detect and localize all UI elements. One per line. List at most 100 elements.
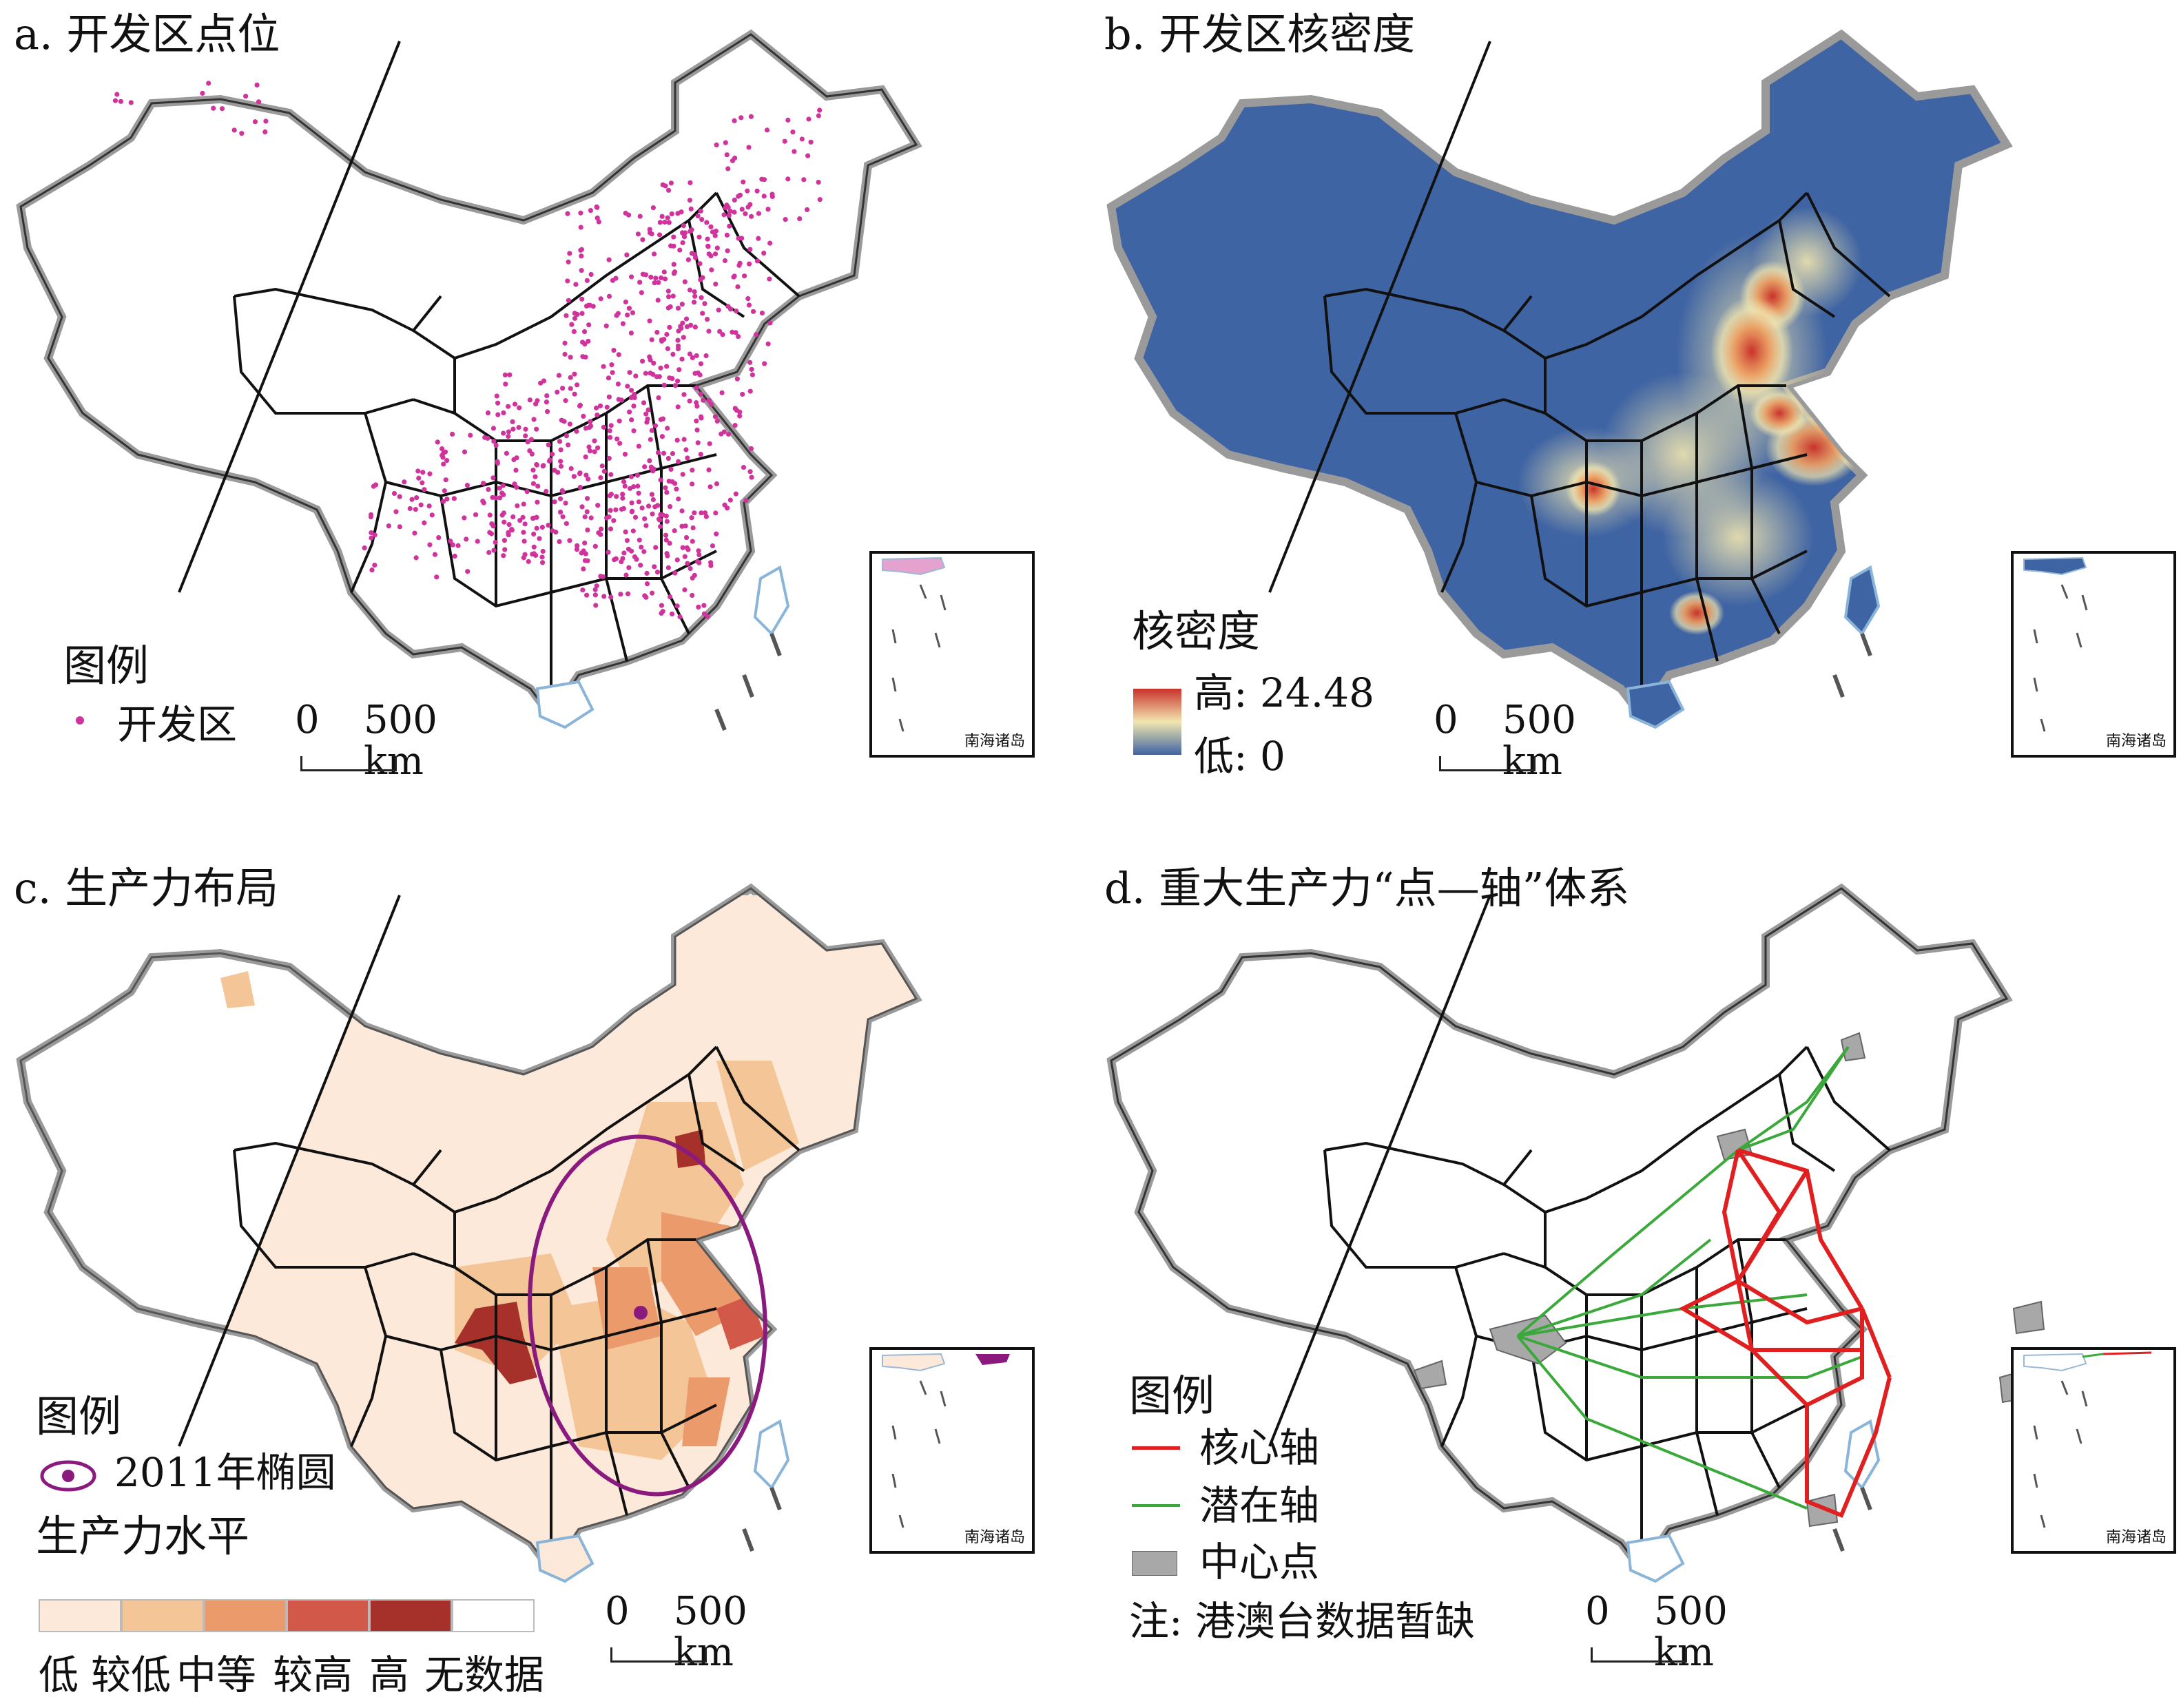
dev-zone-point <box>747 202 753 207</box>
dev-zone-point <box>651 251 657 257</box>
dev-zone-point <box>604 515 610 521</box>
dev-zone-point <box>817 107 823 113</box>
dev-zone-point <box>617 418 622 424</box>
dev-zone-point <box>706 398 712 404</box>
dev-zone-point <box>748 114 754 119</box>
dev-zone-point <box>660 416 666 421</box>
dev-zone-point <box>694 353 699 359</box>
dev-zone-point <box>702 510 708 516</box>
dev-zone-point <box>118 98 124 104</box>
dev-zone-point <box>765 341 771 346</box>
dev-zone-point <box>665 565 671 570</box>
dev-zone-point <box>413 555 419 561</box>
dev-zone-point <box>391 490 397 497</box>
dev-zone-point <box>714 481 720 487</box>
dev-zone-point <box>708 402 714 407</box>
dev-zone-point <box>761 250 767 256</box>
dev-zone-point <box>369 567 375 573</box>
dev-zone-point <box>692 371 698 376</box>
dev-zone-point <box>610 370 615 375</box>
dev-zone-point <box>727 223 732 229</box>
scale-distance: 500 km <box>674 1589 747 1675</box>
dev-zone-point <box>688 206 694 211</box>
dev-zone-point <box>681 437 687 442</box>
dev-zone-point <box>671 234 676 240</box>
dev-zone-point <box>541 378 547 384</box>
dev-zone-point <box>439 446 445 452</box>
dev-zone-point <box>566 259 571 264</box>
dev-zone-point <box>490 523 496 529</box>
scale-line <box>1591 1647 1687 1663</box>
dev-zone-point <box>622 451 628 457</box>
dev-zone-point <box>588 271 594 278</box>
legend-high-label: 高: 24.48 <box>1194 669 1375 716</box>
dev-zone-point <box>656 395 661 401</box>
dev-zone-point <box>409 497 415 502</box>
dev-zone-point <box>523 426 528 432</box>
dev-zone-point <box>627 370 632 375</box>
dev-zone-point <box>606 394 612 399</box>
dev-zone-point <box>680 320 685 326</box>
dev-zone-point <box>512 402 518 407</box>
dev-zone-point <box>683 534 690 541</box>
scale-zero: 0 <box>1434 698 1458 742</box>
dev-zone-point <box>736 194 741 199</box>
dev-zone-point <box>689 251 695 256</box>
level-label-2: 中等 <box>176 1652 257 1698</box>
dev-zone-point <box>636 499 641 505</box>
dev-zone-point <box>514 484 519 490</box>
dev-zone-point <box>580 340 586 345</box>
dev-zone-point <box>698 451 703 457</box>
dev-zone-point <box>621 550 627 556</box>
dev-zone-point <box>575 543 580 548</box>
dev-zone-point <box>740 391 745 397</box>
dev-zone-point <box>708 563 714 568</box>
dev-zone-point <box>701 397 706 403</box>
level-swatch-0 <box>39 1599 121 1632</box>
dev-zone-point <box>608 594 614 600</box>
dev-zone-point <box>531 544 537 550</box>
dev-zone-point <box>617 441 623 446</box>
dev-zone-point <box>515 503 520 509</box>
dev-zone-point <box>626 212 632 218</box>
dev-zone-point <box>429 512 435 518</box>
level-label-4: 高 <box>369 1652 410 1698</box>
scale-line <box>300 756 397 771</box>
dev-zone-point <box>713 281 719 287</box>
dev-zone-point <box>114 92 120 97</box>
dev-zone-point <box>465 569 471 574</box>
dev-zone-point <box>422 520 427 525</box>
dev-zone-point <box>449 431 455 437</box>
dev-zone-point <box>692 510 697 516</box>
dev-zone-point <box>696 560 702 565</box>
dev-zone-point <box>627 409 632 415</box>
core-axes <box>1678 1148 1892 1518</box>
dev-zone-point <box>586 476 591 482</box>
legend-title: 图例 <box>63 640 149 691</box>
scale-zero: 0 <box>295 698 320 742</box>
dev-zone-point <box>531 551 537 556</box>
dev-zone-point <box>561 419 567 424</box>
center-point-swatch <box>1132 1551 1177 1576</box>
dev-zone-point <box>658 523 663 530</box>
dev-zone-point <box>231 127 237 133</box>
dev-zone-point <box>699 295 704 300</box>
dev-zone-point <box>616 397 621 402</box>
dev-zone-point <box>623 572 629 578</box>
dev-zone-point <box>579 253 584 259</box>
dev-zone-point <box>588 515 594 521</box>
inset-map <box>881 1353 1010 1529</box>
dev-zone-point <box>448 539 453 544</box>
dev-zone-point <box>767 240 773 246</box>
dev-zone-point <box>620 495 626 501</box>
dev-zone-point <box>582 540 588 545</box>
dev-zone-point <box>641 549 647 554</box>
dev-zone-point <box>734 308 739 314</box>
dev-zone-point <box>722 502 727 508</box>
dev-zone-point <box>613 507 619 512</box>
dev-zone-point <box>572 391 577 397</box>
dev-zone-point <box>695 440 701 446</box>
dev-zone-point <box>667 324 672 330</box>
dev-zone-point <box>522 552 528 557</box>
level-swatch-5 <box>452 1599 535 1632</box>
